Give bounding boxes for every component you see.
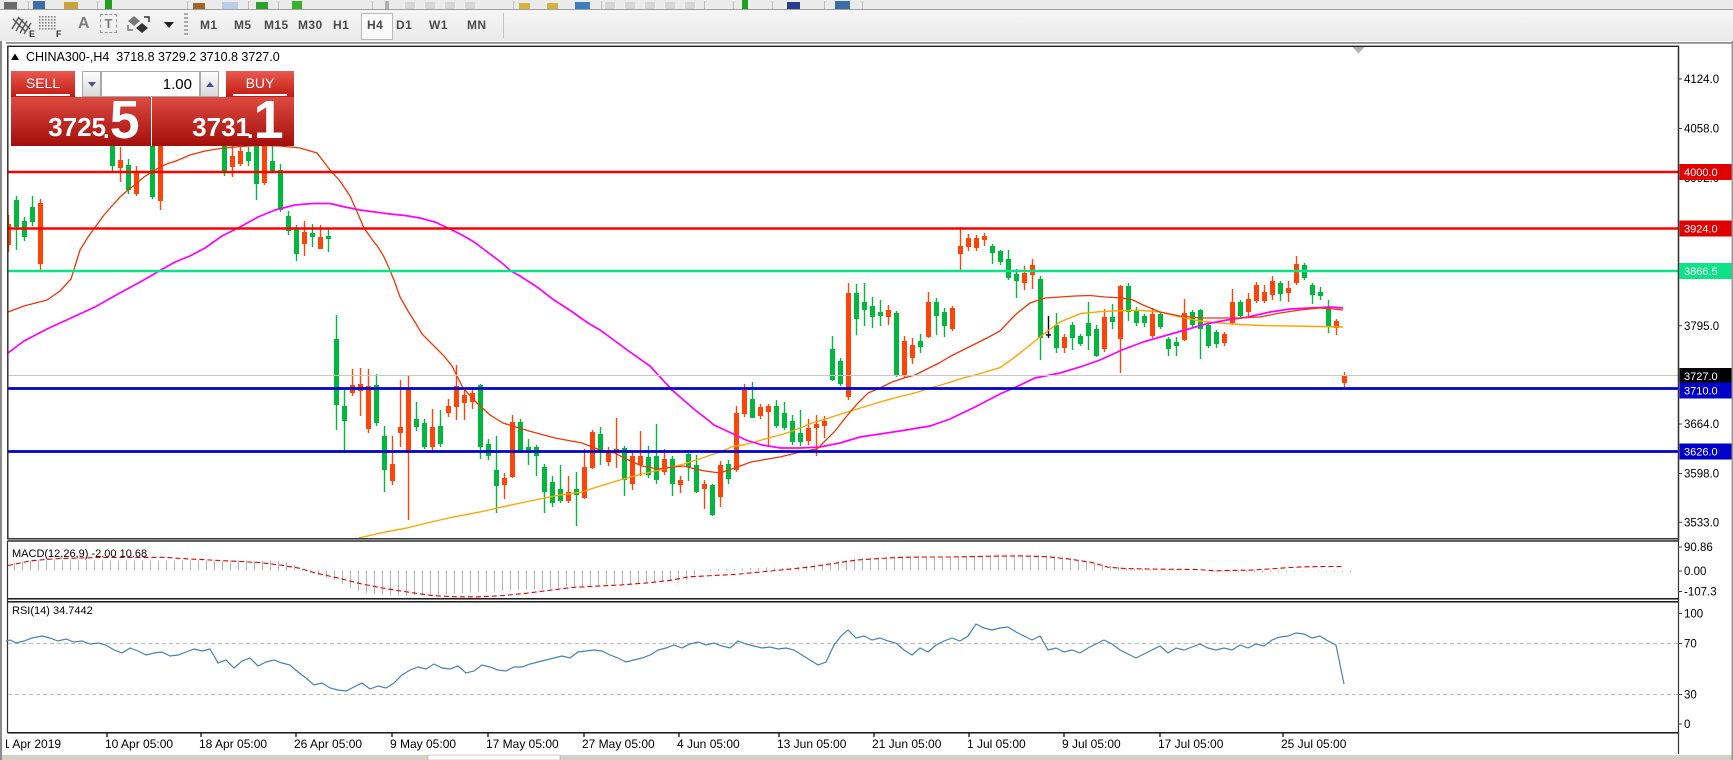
svg-text:100: 100 [1684, 609, 1703, 621]
svg-text:3924.0: 3924.0 [1684, 224, 1718, 236]
svg-text:3598.0: 3598.0 [1684, 469, 1719, 481]
svg-text:30: 30 [1684, 690, 1697, 702]
svg-text:3727.0: 3727.0 [1684, 371, 1718, 383]
svg-text:1 Apr 2019: 1 Apr 2019 [3, 737, 61, 751]
svg-text:3866.5: 3866.5 [1684, 266, 1718, 278]
svg-text:18 Apr 05:00: 18 Apr 05:00 [199, 737, 267, 751]
svg-text:RSI(14) 34.7442: RSI(14) 34.7442 [12, 605, 93, 617]
svg-text:4124.0: 4124.0 [1684, 74, 1719, 86]
svg-text:F: F [56, 29, 62, 39]
svg-text:MACD(12,26,9) -2.00 10.68: MACD(12,26,9) -2.00 10.68 [12, 548, 147, 560]
svg-text:9 May 05:00: 9 May 05:00 [390, 737, 456, 751]
svg-text:0.00: 0.00 [1684, 566, 1706, 578]
svg-text:17 May 05:00: 17 May 05:00 [486, 737, 559, 751]
svg-text:4 Jun 05:00: 4 Jun 05:00 [677, 737, 740, 751]
svg-text:E: E [29, 29, 35, 39]
svg-text:10 Apr 05:00: 10 Apr 05:00 [105, 737, 173, 751]
svg-text:27 May 05:00: 27 May 05:00 [582, 737, 655, 751]
svg-text:0: 0 [1684, 719, 1690, 731]
svg-text:3533.0: 3533.0 [1684, 517, 1719, 529]
svg-text:3626.0: 3626.0 [1684, 447, 1718, 459]
svg-text:17 Jul 05:00: 17 Jul 05:00 [1158, 737, 1224, 751]
svg-text:25 Jul 05:00: 25 Jul 05:00 [1281, 737, 1347, 751]
svg-text:21 Jun 05:00: 21 Jun 05:00 [872, 737, 942, 751]
svg-text:13 Jun 05:00: 13 Jun 05:00 [777, 737, 847, 751]
svg-text:90.86: 90.86 [1684, 542, 1713, 554]
svg-text:4058.0: 4058.0 [1684, 124, 1719, 136]
svg-text:3795.0: 3795.0 [1684, 321, 1719, 333]
svg-text:CHINA300-,H4 3718.8 3729.2 37: CHINA300-,H4 3718.8 3729.2 3710.8 3727.0 [26, 50, 280, 64]
svg-text:3664.0: 3664.0 [1684, 419, 1719, 431]
svg-text:-107.3: -107.3 [1684, 587, 1717, 599]
svg-text:9 Jul 05:00: 9 Jul 05:00 [1062, 737, 1121, 751]
svg-text:26 Apr 05:00: 26 Apr 05:00 [294, 737, 362, 751]
svg-text:1 Jul 05:00: 1 Jul 05:00 [967, 737, 1026, 751]
svg-text:4000.0: 4000.0 [1684, 167, 1718, 179]
svg-text:3710.0: 3710.0 [1684, 386, 1718, 398]
svg-text:70: 70 [1684, 639, 1697, 651]
